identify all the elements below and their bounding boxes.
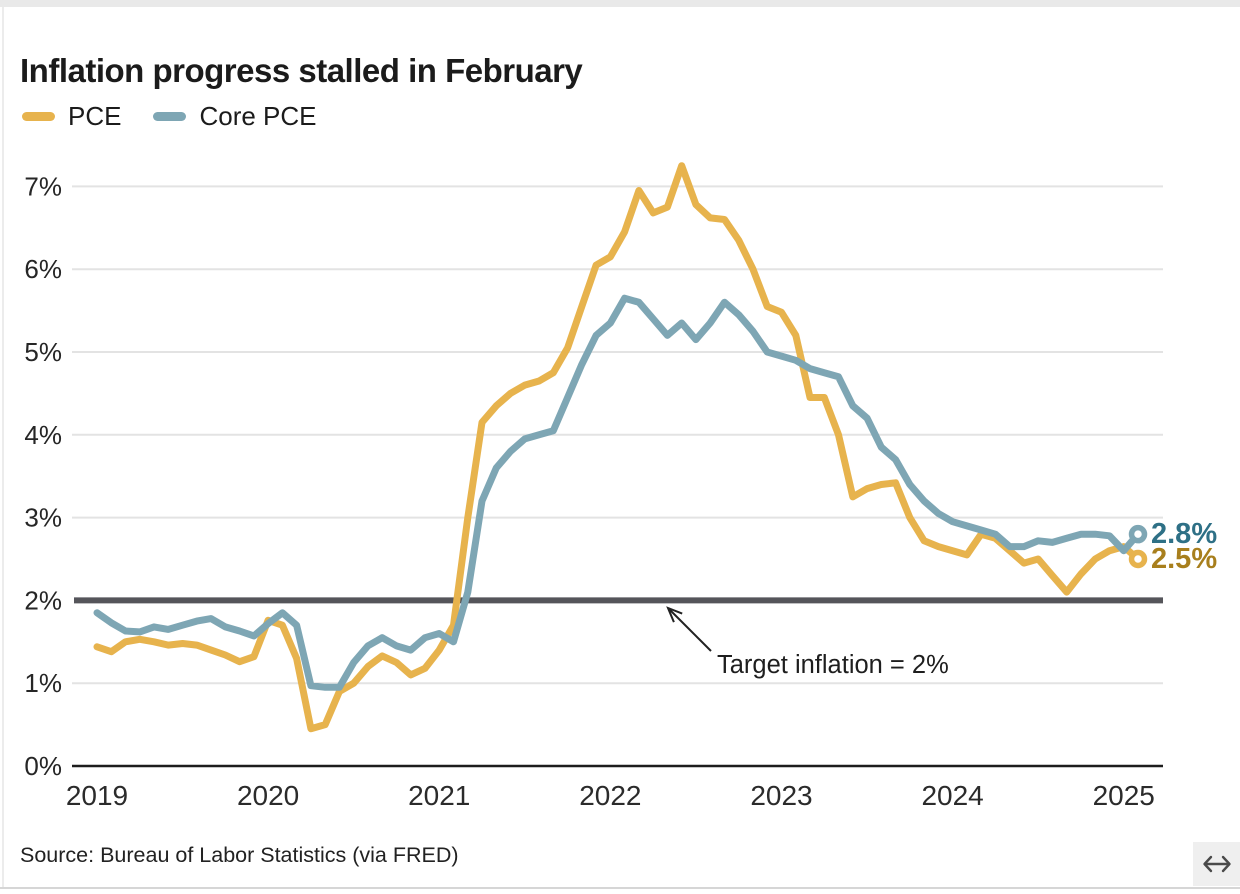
pce-line (93, 162, 1142, 733)
bottom-border-line (0, 887, 1240, 889)
y-axis-tick-label: 4% (24, 420, 62, 450)
y-axis-tick-label: 2% (24, 585, 62, 615)
y-axis-tick-label: 3% (24, 503, 62, 533)
legend-item-core-pce: Core PCE (153, 101, 317, 132)
core-pce-endpoint-marker (1128, 524, 1148, 544)
legend-swatch-icon (22, 112, 55, 121)
source-attribution: Source: Bureau of Labor Statistics (via … (20, 843, 459, 867)
x-axis-tick-label: 2024 (921, 780, 983, 811)
target-inflation-annotation: Target inflation = 2% (717, 651, 949, 679)
y-axis-tick-label: 0% (24, 751, 62, 781)
annotation-arrow (668, 608, 712, 652)
resize-button[interactable] (1193, 842, 1240, 886)
page-title: Inflation progress stalled in February (20, 52, 583, 90)
x-axis-tick-label: 2025 (1093, 780, 1155, 811)
y-axis-tick-label: 6% (24, 254, 62, 284)
horizontal-resize-icon (1201, 852, 1233, 876)
chart-legend: PCE Core PCE (22, 101, 349, 132)
x-axis-tick-label: 2019 (66, 780, 128, 811)
legend-swatch-icon (153, 112, 187, 121)
pce-endpoint-marker (1128, 549, 1148, 569)
x-axis-tick-label: 2021 (408, 780, 470, 811)
core-pce-end-value-label: 2.8% (1151, 518, 1217, 550)
y-axis-tick-label: 5% (24, 337, 62, 367)
x-axis-tick-label: 2020 (237, 780, 299, 811)
y-axis-tick-label: 7% (24, 171, 62, 201)
legend-label: PCE (68, 101, 122, 131)
left-border-line (2, 7, 4, 887)
pce-end-value-label: 2.5% (1151, 543, 1217, 575)
x-axis-tick-label: 2023 (750, 780, 812, 811)
legend-item-pce: PCE (22, 101, 121, 132)
top-border-strip (0, 0, 1240, 7)
x-axis-tick-label: 2022 (579, 780, 641, 811)
legend-label: Core PCE (199, 101, 317, 131)
y-axis-tick-label: 1% (24, 668, 62, 698)
annotation-arrowhead (666, 606, 683, 623)
inflation-line-chart: 0% 1% 2% 3% 4% 5% 6% 7% 2019 2020 2021 2022 2023 2024… (24, 162, 1217, 811)
core-pce-line (93, 294, 1142, 691)
